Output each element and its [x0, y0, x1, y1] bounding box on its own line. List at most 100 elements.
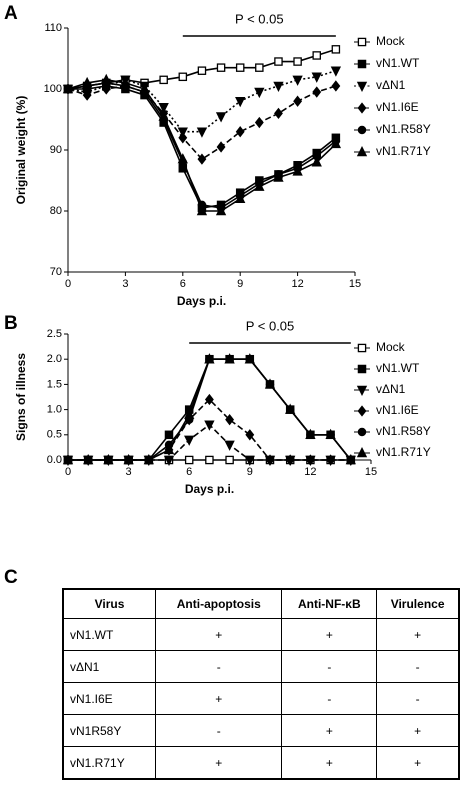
- marker: [224, 353, 235, 364]
- marker: [254, 180, 265, 191]
- marker: [225, 455, 234, 465]
- y-tick-label: 2.5: [47, 328, 62, 340]
- x-tick-label: 15: [349, 278, 361, 290]
- marker: [293, 95, 303, 107]
- x-tick-label: 3: [122, 278, 128, 290]
- marker: [235, 96, 246, 108]
- series-line: [68, 358, 352, 461]
- marker: [357, 59, 367, 69]
- table-cell: +: [376, 714, 460, 747]
- legend-label: vN1.I6E: [376, 403, 419, 417]
- table-cell: -: [155, 650, 283, 683]
- marker: [357, 125, 367, 135]
- marker: [177, 153, 188, 164]
- column-header: Virulence: [376, 588, 460, 619]
- table-cell: +: [376, 618, 460, 651]
- table-cell: -: [376, 650, 460, 683]
- marker: [357, 427, 367, 437]
- marker: [225, 414, 235, 426]
- marker: [305, 428, 316, 440]
- table-cell: +: [281, 746, 378, 780]
- marker: [357, 364, 367, 374]
- marker: [197, 66, 207, 75]
- marker: [215, 112, 227, 123]
- marker: [357, 37, 367, 47]
- legend-label: vN1.R58Y: [376, 424, 431, 438]
- y-tick-label: 100: [44, 83, 62, 95]
- x-tick-label: 15: [365, 466, 377, 478]
- x-tick-label: 12: [304, 466, 316, 478]
- marker: [357, 102, 367, 114]
- marker: [159, 75, 168, 85]
- table-cell: vΔN1: [62, 650, 157, 683]
- y-axis-title: Signs of illness: [14, 353, 28, 441]
- panel-label: B: [4, 313, 18, 334]
- table-cell: +: [155, 682, 283, 715]
- marker: [235, 126, 245, 138]
- table: Virus Anti-apoptosis Anti-NF-κB Virulence vN…: [62, 588, 460, 780]
- legend-label: vN1.WT: [376, 56, 420, 70]
- marker: [311, 72, 322, 83]
- marker: [285, 403, 296, 414]
- marker: [264, 378, 276, 389]
- marker: [331, 80, 341, 92]
- column-header: Virus: [62, 588, 157, 619]
- marker: [62, 453, 74, 465]
- legend-label: vN1.R71Y: [376, 144, 431, 158]
- y-tick-label: 1.5: [47, 378, 62, 390]
- marker: [143, 453, 154, 465]
- x-tick-label: 9: [237, 278, 243, 290]
- column-header: Anti-NF-κB: [281, 588, 378, 619]
- marker: [293, 57, 302, 66]
- marker: [196, 204, 208, 216]
- marker: [254, 116, 264, 129]
- legend-label: Mock: [376, 340, 406, 354]
- marker: [356, 385, 368, 397]
- y-tick-label: 2.0: [47, 353, 62, 365]
- x-tick-label: 6: [180, 278, 186, 290]
- marker: [178, 72, 188, 82]
- marker: [305, 454, 315, 466]
- table-cell: vN1R58Y: [62, 714, 157, 747]
- marker: [311, 156, 322, 167]
- marker: [204, 393, 214, 406]
- marker: [285, 454, 295, 466]
- table-cell: -: [155, 714, 283, 747]
- marker: [163, 443, 175, 455]
- marker: [103, 453, 114, 465]
- table-row: vN1.I6E + - -: [62, 682, 460, 715]
- marker: [255, 63, 264, 72]
- table-cell: vN1.R71Y: [62, 746, 157, 780]
- x-tick-label: 0: [65, 466, 71, 478]
- marker: [312, 86, 322, 98]
- marker: [292, 75, 303, 86]
- marker: [356, 81, 368, 93]
- marker: [196, 127, 208, 138]
- marker: [356, 446, 368, 458]
- marker: [265, 454, 275, 466]
- marker: [312, 51, 321, 60]
- table-cell: -: [376, 682, 460, 715]
- marker: [101, 73, 112, 85]
- legend-label: Mock: [376, 34, 406, 48]
- marker: [205, 455, 214, 465]
- marker: [274, 57, 283, 66]
- annotation: P < 0.05: [235, 11, 284, 26]
- marker: [197, 153, 207, 165]
- legend-label: vN1.R58Y: [376, 122, 431, 136]
- marker: [82, 89, 92, 101]
- marker: [184, 408, 195, 419]
- series-line: [68, 358, 352, 461]
- legend-label: vN1.I6E: [376, 100, 419, 114]
- marker: [235, 192, 246, 204]
- marker: [245, 429, 255, 441]
- table-cell: +: [281, 714, 378, 747]
- marker: [292, 165, 303, 176]
- panel-label: A: [4, 3, 18, 24]
- y-axis-title: Original weight (%): [14, 96, 28, 205]
- marker: [331, 45, 341, 54]
- marker: [62, 82, 74, 94]
- legend-label: vΔN1: [376, 78, 406, 92]
- marker: [254, 87, 265, 99]
